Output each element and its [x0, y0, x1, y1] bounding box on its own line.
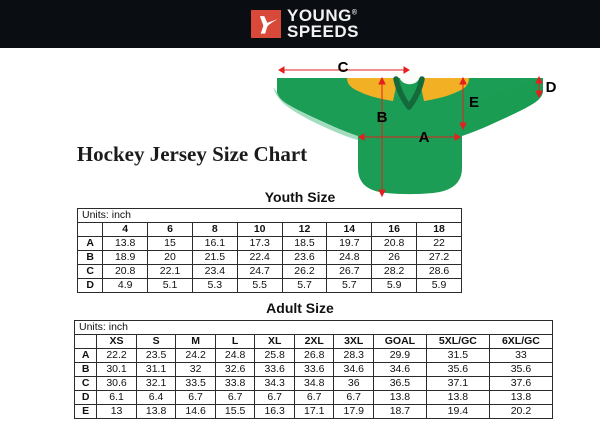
svg-text:E: E: [469, 94, 479, 111]
svg-text:A: A: [419, 129, 430, 146]
svg-text:C: C: [338, 59, 349, 76]
svg-text:D: D: [546, 79, 557, 96]
svg-text:B: B: [377, 109, 388, 126]
